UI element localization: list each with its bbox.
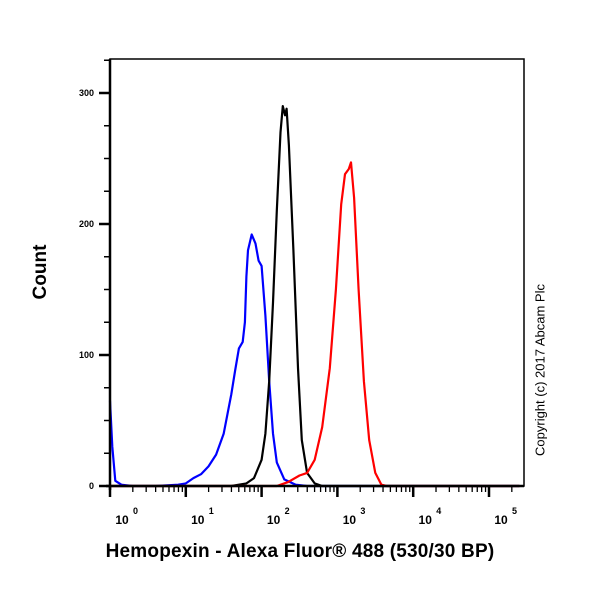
series-line-0 xyxy=(108,233,521,488)
x-tick-label-exponent: 5 xyxy=(512,506,517,516)
x-tick-label-exponent: 3 xyxy=(360,506,365,516)
x-tick-label-base: 10 xyxy=(267,513,281,527)
x-tick-label-base: 10 xyxy=(115,513,129,527)
x-tick-label-exponent: 1 xyxy=(209,506,214,516)
y-axis-label: Count xyxy=(30,244,51,300)
y-axis-ticks: 0 100 200 300 xyxy=(79,59,110,491)
series-line-2 xyxy=(108,161,521,488)
x-tick-label-exponent: 4 xyxy=(436,506,441,516)
x-tick-label-base: 10 xyxy=(419,513,433,527)
x-tick-label-base: 10 xyxy=(494,513,508,527)
copyright-notice: Copyright (c) 2017 Abcam Plc xyxy=(532,284,548,456)
plot-frame xyxy=(109,58,525,487)
series-line-1 xyxy=(108,105,521,488)
x-tick-label-exponent: 0 xyxy=(133,506,138,516)
y-tick-label: 200 xyxy=(79,219,94,229)
x-tick-label-exponent: 2 xyxy=(285,506,290,516)
y-tick-label: 100 xyxy=(79,350,94,360)
y-tick-label: 0 xyxy=(89,481,94,491)
x-axis-label: Hemopexin - Alexa Fluor® 488 (530/30 BP) xyxy=(105,541,495,562)
series-layer xyxy=(108,105,521,488)
x-tick-label-base: 10 xyxy=(343,513,357,527)
x-tick-label-base: 10 xyxy=(191,513,205,527)
y-tick-label: 300 xyxy=(79,88,94,98)
